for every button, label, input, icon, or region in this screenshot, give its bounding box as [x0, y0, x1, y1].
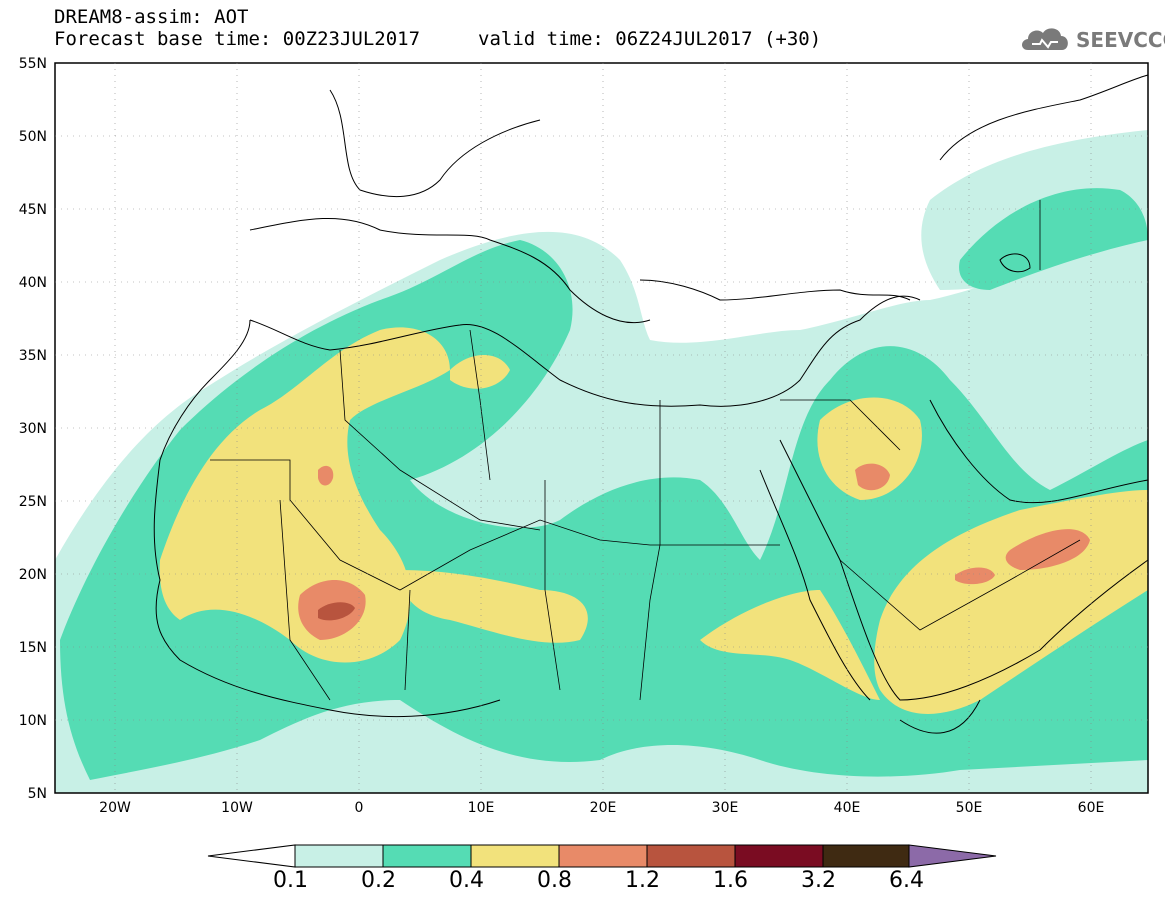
colorbar-segment: [470, 844, 560, 868]
map-title: DREAM8-assim: AOT: [54, 6, 249, 28]
colorbar-label: 0.8: [537, 868, 572, 893]
lon-label: 10W: [221, 800, 253, 816]
lat-label: 20N: [19, 567, 47, 583]
colorbar-segment: [822, 844, 910, 868]
colorbar-label: 1.6: [713, 868, 748, 893]
coastlines: [153, 74, 1149, 734]
colorbar-segment: [294, 844, 384, 868]
lat-label: 25N: [19, 494, 47, 510]
colorbar: [207, 844, 997, 868]
graticule: [55, 63, 1148, 793]
colorbar-label: 0.1: [273, 868, 308, 893]
logo-text: SEEVCCC: [1076, 28, 1165, 52]
seevccc-logo: SEEVCCC: [1018, 22, 1165, 58]
lat-label: 40N: [19, 275, 47, 291]
lon-label: 60E: [1078, 800, 1105, 816]
country-borders: [210, 200, 1081, 701]
aot-xhigh-areas: [318, 602, 355, 621]
lat-label: 45N: [19, 202, 47, 218]
lon-label: 20W: [99, 800, 131, 816]
valid-time: valid time: 06Z24JUL2017 (+30): [478, 28, 822, 50]
colorbar-label: 0.2: [361, 868, 396, 893]
lat-label: 35N: [19, 348, 47, 364]
lat-label: 30N: [19, 421, 47, 437]
colorbar-segment: [646, 844, 736, 868]
lat-labels: 55N 50N 45N 40N 35N 30N 25N 20N 15N 10N …: [19, 56, 47, 802]
colorbar-segment: [734, 844, 824, 868]
lat-label: 5N: [28, 786, 47, 802]
colorbar-left-arrow: [207, 844, 296, 868]
aot-vhigh-areas: [298, 463, 1090, 640]
cloud-icon: [1022, 28, 1068, 50]
lon-label: 40E: [834, 800, 861, 816]
lon-label: 0: [355, 800, 364, 816]
lat-label: 55N: [19, 56, 47, 72]
colorbar-label: 0.4: [449, 868, 484, 893]
lat-label: 50N: [19, 129, 47, 145]
colorbar-segment: [382, 844, 472, 868]
lat-label: 15N: [19, 640, 47, 656]
colorbar-right-arrow: [908, 844, 997, 868]
lon-label: 50E: [956, 800, 983, 816]
colorbar-label: 6.4: [889, 868, 924, 893]
base-time: Forecast base time: 00Z23JUL2017: [54, 28, 421, 50]
lon-labels: 20W 10W 0 10E 20E 30E 40E 50E 60E: [99, 800, 1104, 816]
colorbar-label: 1.2: [625, 868, 660, 893]
colorbar-label: 3.2: [801, 868, 836, 893]
lon-label: 10E: [468, 800, 495, 816]
lon-label: 30E: [712, 800, 739, 816]
lat-label: 10N: [19, 713, 47, 729]
colorbar-segment: [558, 844, 648, 868]
lon-label: 20E: [590, 800, 617, 816]
